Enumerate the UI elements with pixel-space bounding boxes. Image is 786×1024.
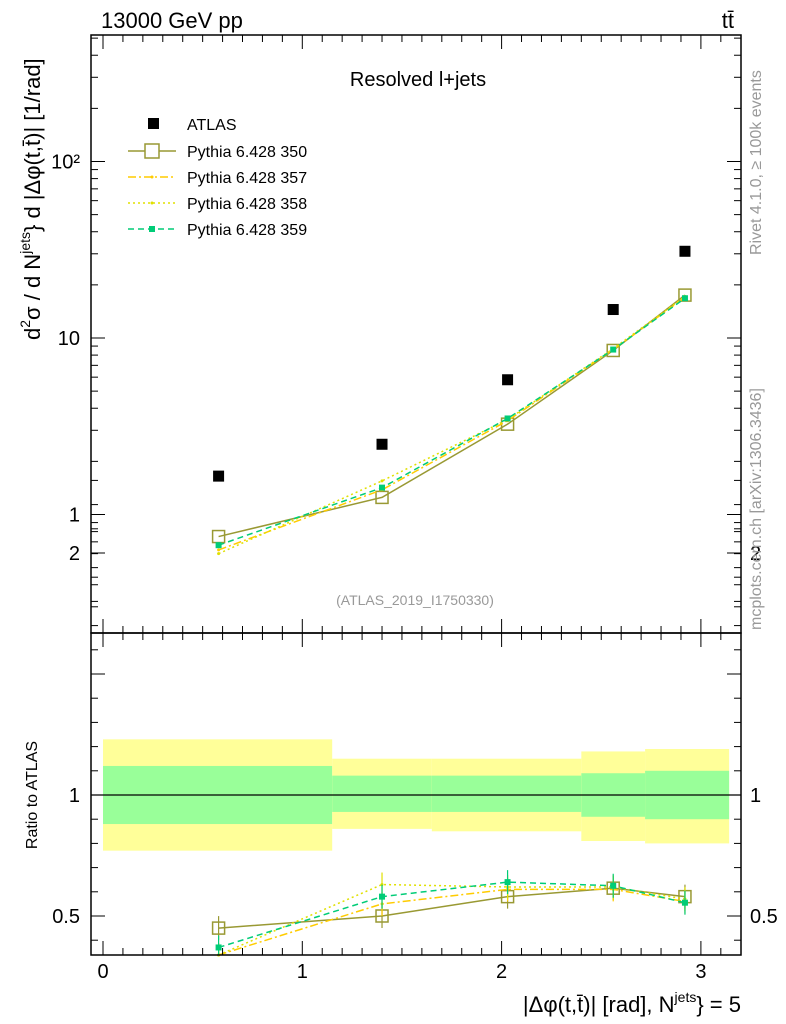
- axis-ticks: 0 1 2 3 1 10 10² 0.5 0.5 1 1 2 2: [51, 35, 778, 983]
- inner-band: [431, 775, 582, 812]
- series-marker: [217, 548, 221, 552]
- x-axis-label: |Δφ(t,t̄)| [rad], Njets} = 5: [523, 989, 741, 1017]
- ratio-y-tick-label: 0.5: [52, 906, 80, 928]
- ratio-y-axis-label: Ratio to ATLAS: [24, 741, 41, 849]
- y-tick-label: 1: [69, 505, 80, 527]
- series-marker: [215, 542, 222, 549]
- ratio-marker: [681, 899, 688, 906]
- series-marker: [610, 346, 617, 353]
- main-series: [211, 245, 692, 556]
- ratio-marker: [211, 921, 226, 935]
- y-tick-label: 10: [58, 328, 80, 350]
- ratio-y-tick-label: 1: [69, 785, 80, 807]
- legend: ATLAS Pythia 6.428 350 Pythia 6.428 357 Pyt…: [128, 117, 307, 239]
- ratio-frame: [90, 632, 742, 956]
- x-tick-label: 1: [297, 961, 308, 983]
- data-point: [679, 245, 691, 257]
- data-point: [213, 470, 225, 482]
- ratio-series: [211, 870, 692, 957]
- ratio-series-line: [218, 881, 686, 949]
- legend-label: Pythia 6.428 358: [187, 196, 307, 213]
- series-line: [218, 297, 686, 546]
- ratio-marker: [215, 944, 222, 951]
- header-left: 13000 GeV pp: [101, 8, 243, 33]
- series-marker: [504, 415, 511, 422]
- data-point: [607, 304, 619, 316]
- ratio-y-tick-label-right: 2: [750, 543, 761, 565]
- legend-marker: [149, 226, 155, 232]
- ratio-marker: [379, 893, 386, 900]
- y-tick-label: 10²: [51, 152, 80, 174]
- legend-label-atlas: ATLAS: [187, 117, 237, 134]
- ratio-marker: [380, 883, 384, 887]
- legend-marker-atlas: [148, 118, 159, 129]
- rivet-label: Rivet 4.1.0, ≥ 100k events: [748, 70, 765, 255]
- ratio-y-tick-label: 2: [69, 543, 80, 565]
- data-point: [376, 438, 388, 450]
- x-tick-label: 0: [97, 961, 108, 983]
- inner-band: [332, 775, 432, 812]
- chart-title: Resolved l+jets: [350, 69, 486, 91]
- series-marker: [217, 552, 221, 556]
- series-marker: [380, 479, 384, 483]
- legend-label: Pythia 6.428 357: [187, 170, 307, 187]
- x-tick-label: 2: [496, 961, 507, 983]
- series-marker: [606, 343, 620, 358]
- legend-marker: [144, 143, 160, 159]
- series-marker: [681, 295, 688, 302]
- legend-marker: [150, 201, 154, 205]
- legend-marker: [150, 175, 154, 179]
- ratio-y-tick-label-right: 0.5: [750, 906, 778, 928]
- ratio-marker: [610, 882, 617, 889]
- analysis-label: (ATLAS_2019_I1750330): [336, 592, 494, 608]
- series-line: [218, 295, 686, 555]
- series-marker: [375, 490, 389, 505]
- ratio-y-tick-label-right: 1: [750, 785, 761, 807]
- uncertainty-bands: [91, 739, 741, 851]
- data-point: [502, 374, 514, 386]
- series-marker: [379, 484, 386, 491]
- y-axis-label: d2σ / d Njets} d |Δφ(t,t̄)| [1/rad]: [17, 58, 45, 340]
- ratio-series-line: [218, 888, 686, 956]
- series-line: [218, 296, 686, 551]
- series-line: [218, 294, 686, 538]
- ratio-marker: [504, 879, 511, 886]
- legend-label: Pythia 6.428 359: [187, 222, 307, 239]
- mcplots-label: mcplots.cern.ch [arXiv:1306.3436]: [748, 388, 765, 630]
- x-tick-label: 3: [695, 961, 706, 983]
- header-right: tt̄: [722, 8, 734, 33]
- legend-label: Pythia 6.428 350: [187, 144, 307, 161]
